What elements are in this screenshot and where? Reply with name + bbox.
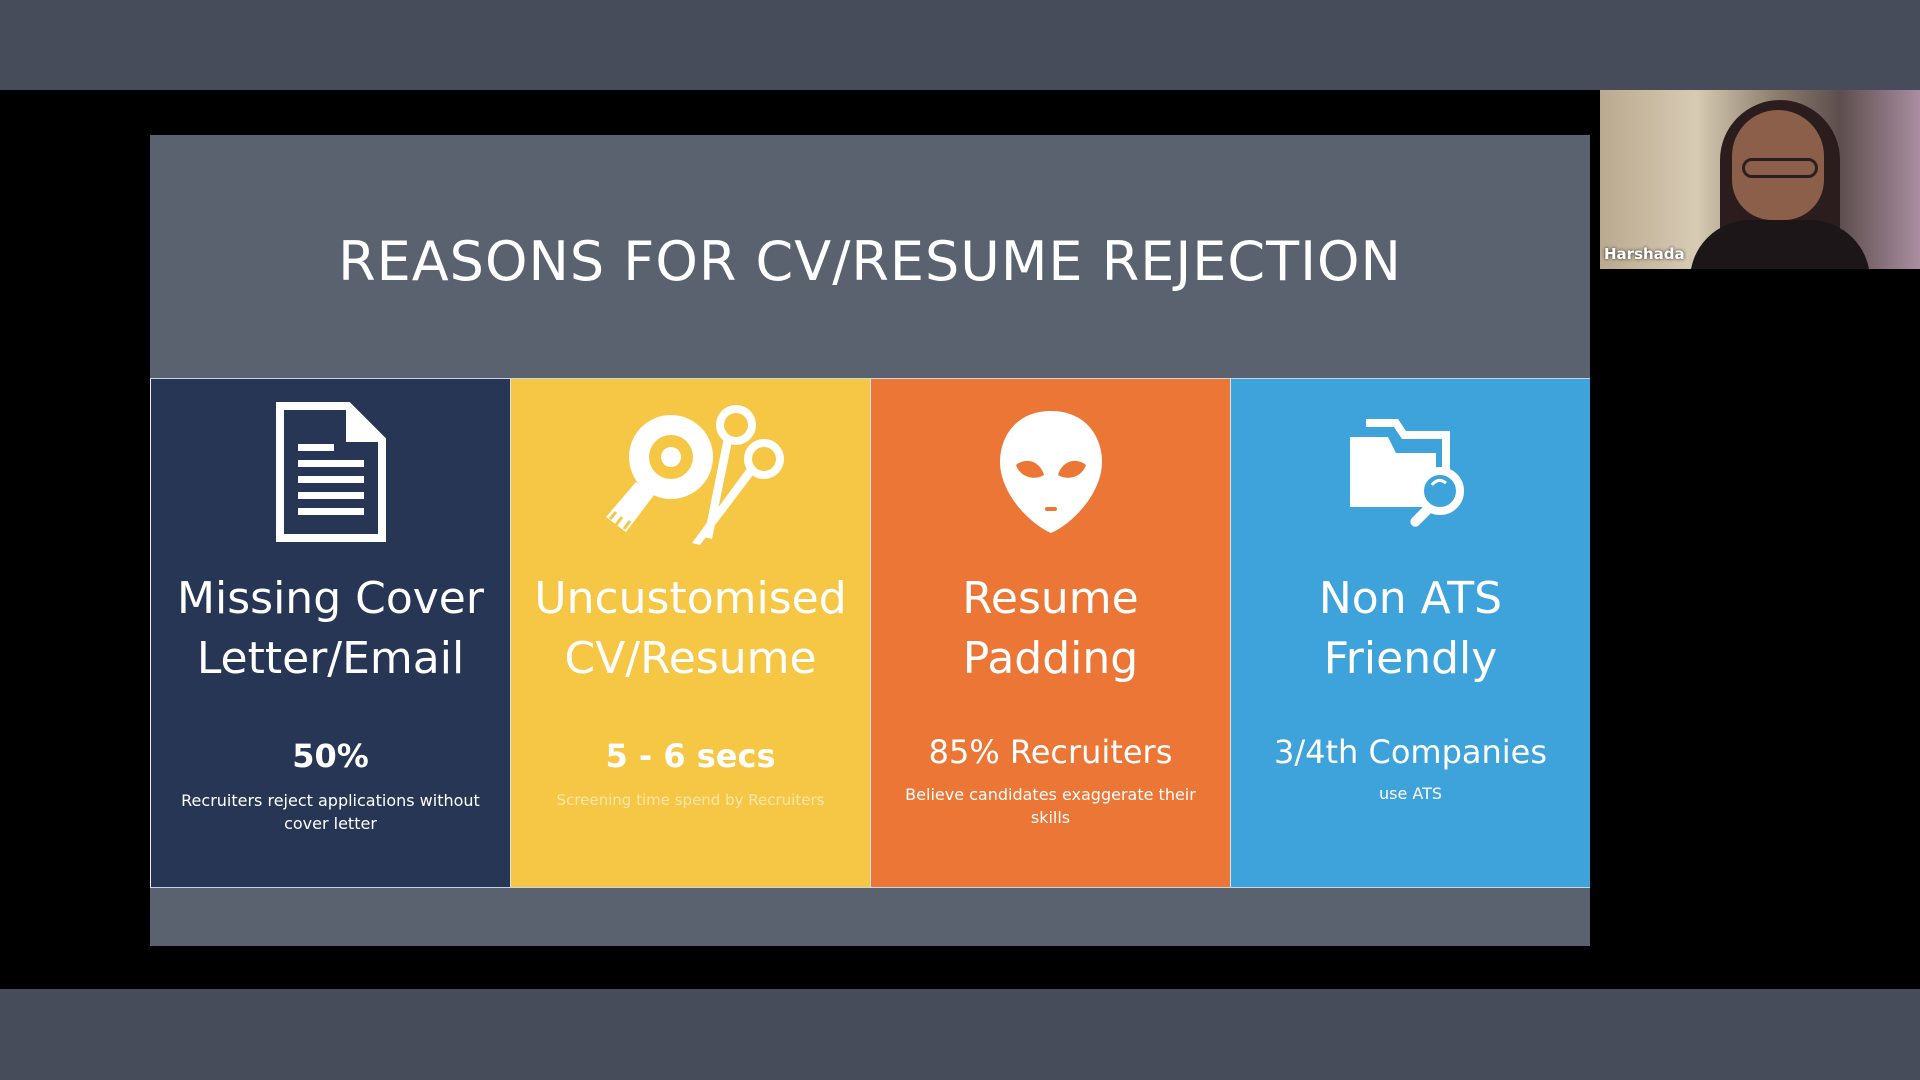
- panel-heading: Resume Padding: [962, 573, 1139, 684]
- panel-heading: Missing Cover Letter/Email: [177, 573, 484, 684]
- panel-caption: use ATS: [1378, 784, 1443, 803]
- panel-stat: 3/4th Companies: [1273, 733, 1548, 771]
- participant-glasses: [1742, 158, 1818, 178]
- participant-name-label: Harshada: [1604, 245, 1685, 263]
- panel-heading: Non ATS Friendly: [1318, 573, 1503, 684]
- presentation-slide: REASONS FOR CV/RESUME REJECTION Missing …: [150, 135, 1590, 946]
- tape-scissors-icon: [511, 397, 870, 547]
- panel-stat: 50%: [292, 737, 369, 775]
- panel-heading: Uncustomised CV/Resume: [534, 573, 847, 684]
- panel-stat: 5 - 6 secs: [605, 737, 776, 775]
- slide-title: REASONS FOR CV/RESUME REJECTION: [338, 230, 1402, 293]
- bottom-bar: [0, 989, 1920, 1080]
- panel-non-ats-friendly: Non ATS Friendly 3/4th Companies use ATS: [1230, 379, 1590, 887]
- document-icon: [151, 397, 510, 547]
- panel-stat: 85% Recruiters: [928, 733, 1173, 771]
- panel-resume-padding: Resume Padding 85% Recruiters Believe ca…: [870, 379, 1230, 887]
- reasons-panels: Missing Cover Letter/Email 50% Recruiter…: [150, 378, 1590, 888]
- top-bar: [0, 0, 1920, 90]
- alien-icon: [871, 397, 1230, 547]
- panel-caption: Believe candidates exaggerate their skil…: [905, 785, 1196, 827]
- panel-missing-cover-letter: Missing Cover Letter/Email 50% Recruiter…: [150, 379, 510, 887]
- participant-video-tile[interactable]: Harshada: [1600, 90, 1920, 269]
- participant-body: [1690, 220, 1870, 269]
- folder-search-icon: [1231, 397, 1590, 547]
- panel-caption: Screening time spend by Recruiters: [556, 791, 825, 809]
- panel-caption: Recruiters reject applications without c…: [181, 791, 480, 833]
- panel-uncustomised-cv: Uncustomised CV/Resume 5 - 6 secs Screen…: [510, 379, 870, 887]
